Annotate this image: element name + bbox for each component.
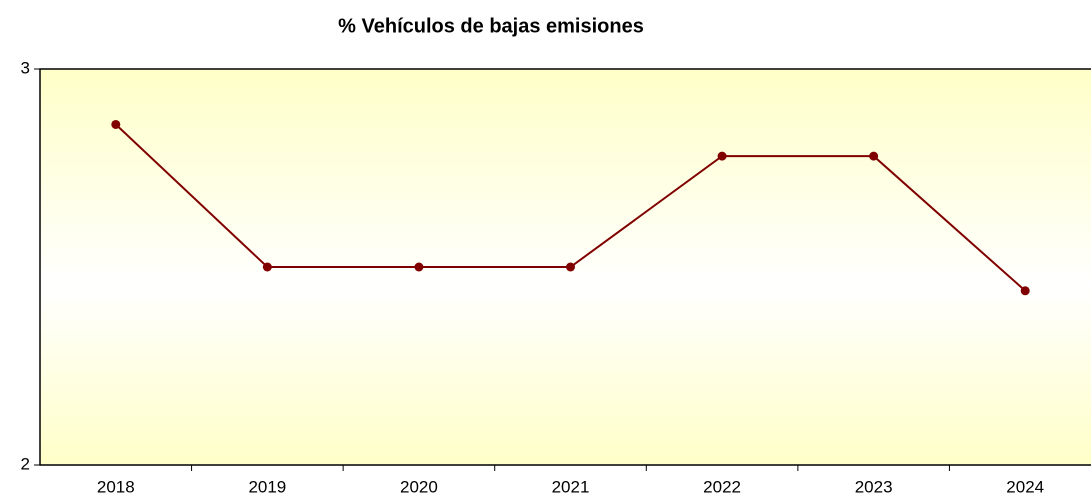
y-tick-label: 2 <box>21 454 30 473</box>
x-tick-label: 2019 <box>248 477 286 496</box>
marker <box>1020 286 1030 296</box>
marker <box>717 151 727 161</box>
x-tick-label: 2024 <box>1006 477 1044 496</box>
marker <box>262 262 272 272</box>
marker <box>566 262 575 272</box>
x-tick-label: 2018 <box>97 477 135 496</box>
x-tick-label: 2023 <box>855 477 893 496</box>
x-tick-label: 2022 <box>703 477 741 496</box>
x-tick-label: 2020 <box>400 477 438 496</box>
marker <box>869 151 879 161</box>
marker <box>414 262 424 272</box>
chart-title: % Vehículos de bajas emisiones <box>338 15 644 37</box>
x-tick-label: 2021 <box>552 477 590 496</box>
y-tick-label: 3 <box>21 58 30 77</box>
marker <box>111 119 121 129</box>
